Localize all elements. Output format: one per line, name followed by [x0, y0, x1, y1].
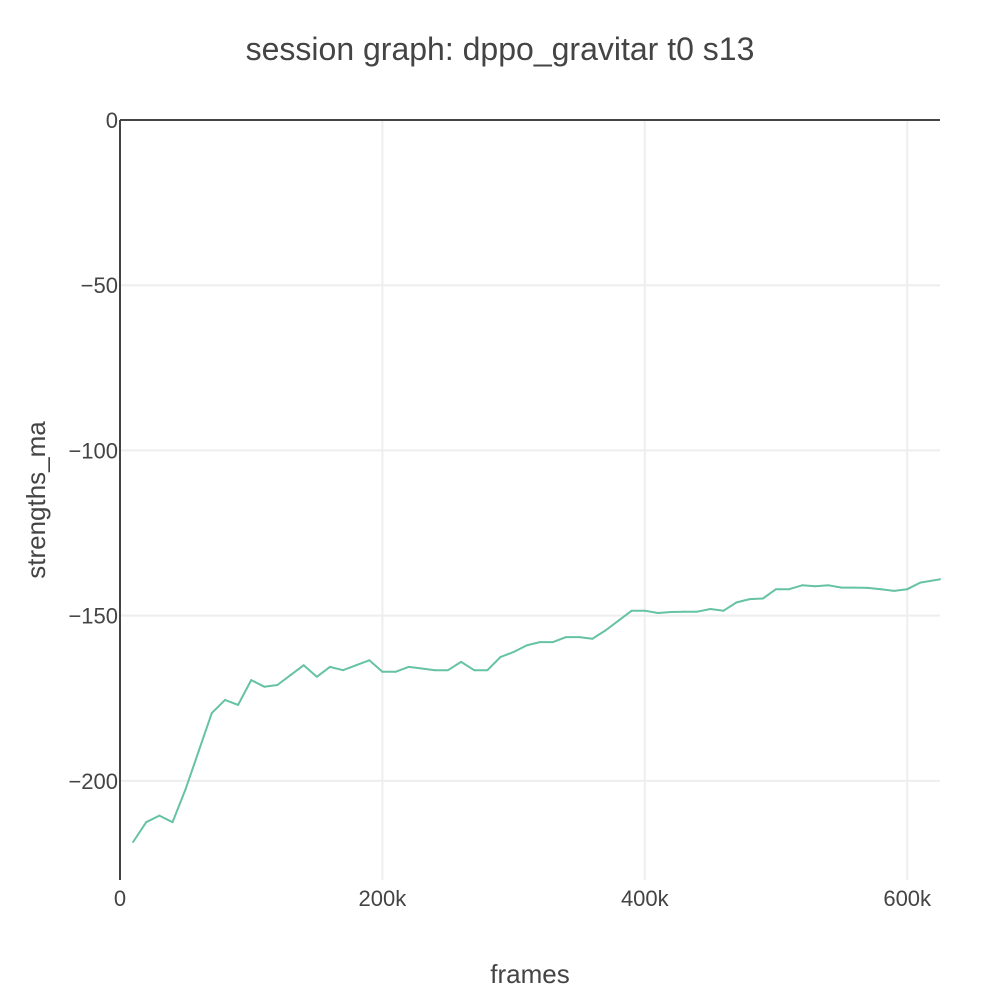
series-line: [132, 578, 941, 843]
data-point: [433, 669, 436, 672]
data-point: [748, 598, 751, 601]
data-point: [407, 665, 410, 668]
data-point: [788, 588, 791, 591]
data-point: [381, 670, 384, 673]
data-point: [801, 584, 804, 587]
data-point: [132, 841, 135, 843]
x-tick-labels: 0 200k 400k 600k: [114, 886, 932, 911]
grid-lines: [120, 120, 940, 880]
data-point: [525, 644, 528, 647]
data-point: [683, 610, 686, 613]
data-point: [893, 589, 896, 592]
series-layer: [132, 578, 941, 843]
data-point: [394, 670, 397, 673]
data-point: [368, 659, 371, 662]
y-tick-label: −50: [81, 273, 118, 298]
data-point: [289, 674, 292, 677]
data-point: [184, 788, 187, 791]
data-point: [210, 712, 213, 715]
data-point: [197, 750, 200, 753]
data-point: [263, 685, 266, 688]
axes: [119, 119, 940, 880]
data-point: [722, 609, 725, 612]
data-point: [223, 698, 226, 701]
data-point: [250, 679, 253, 682]
data-point: [827, 584, 830, 587]
y-tick-labels: 0 −50 −100 −150 −200: [68, 108, 118, 794]
data-point: [328, 665, 331, 668]
data-point: [814, 585, 817, 588]
data-point: [420, 667, 423, 670]
data-point: [939, 578, 941, 581]
data-point: [499, 655, 502, 658]
data-point: [643, 609, 646, 612]
y-tick-label: −200: [68, 769, 118, 794]
data-point: [276, 684, 279, 687]
data-point: [538, 641, 541, 644]
data-point: [775, 588, 777, 591]
y-tick-label: −150: [68, 604, 118, 629]
x-tick-label: 200k: [359, 886, 408, 911]
chart-title: session graph: dppo_gravitar t0 s13: [246, 31, 755, 67]
data-point: [315, 675, 318, 678]
data-point: [840, 586, 843, 589]
x-tick-label: 600k: [883, 886, 932, 911]
data-point: [670, 611, 673, 614]
y-tick-label: −100: [68, 438, 118, 463]
data-point: [879, 588, 882, 591]
data-point: [512, 651, 515, 653]
data-point: [551, 641, 554, 644]
data-point: [656, 612, 659, 615]
data-point: [591, 637, 594, 640]
data-point: [342, 669, 345, 672]
data-point: [853, 586, 856, 589]
data-point: [355, 664, 358, 667]
x-tick-label: 0: [114, 886, 126, 911]
data-point: [486, 669, 489, 672]
data-point: [919, 581, 922, 584]
data-point: [735, 601, 738, 604]
x-tick-label: 400k: [621, 886, 670, 911]
data-point: [906, 588, 909, 591]
data-point: [604, 629, 607, 632]
data-point: [709, 608, 712, 611]
data-point: [158, 814, 161, 817]
data-point: [171, 821, 174, 824]
data-point: [630, 609, 633, 612]
data-point: [761, 597, 764, 600]
data-point: [145, 821, 148, 824]
data-point: [302, 664, 305, 667]
data-point: [460, 660, 463, 663]
data-point: [473, 669, 476, 672]
data-point: [696, 610, 699, 613]
data-point: [866, 586, 869, 589]
data-point: [617, 619, 620, 622]
x-axis-title: frames: [490, 959, 569, 989]
data-point: [447, 669, 449, 672]
data-point: [578, 636, 581, 639]
y-tick-label: 0: [106, 108, 118, 133]
data-point: [565, 636, 568, 639]
data-point: [237, 703, 240, 706]
y-axis-title: strengths_ma: [21, 421, 51, 579]
